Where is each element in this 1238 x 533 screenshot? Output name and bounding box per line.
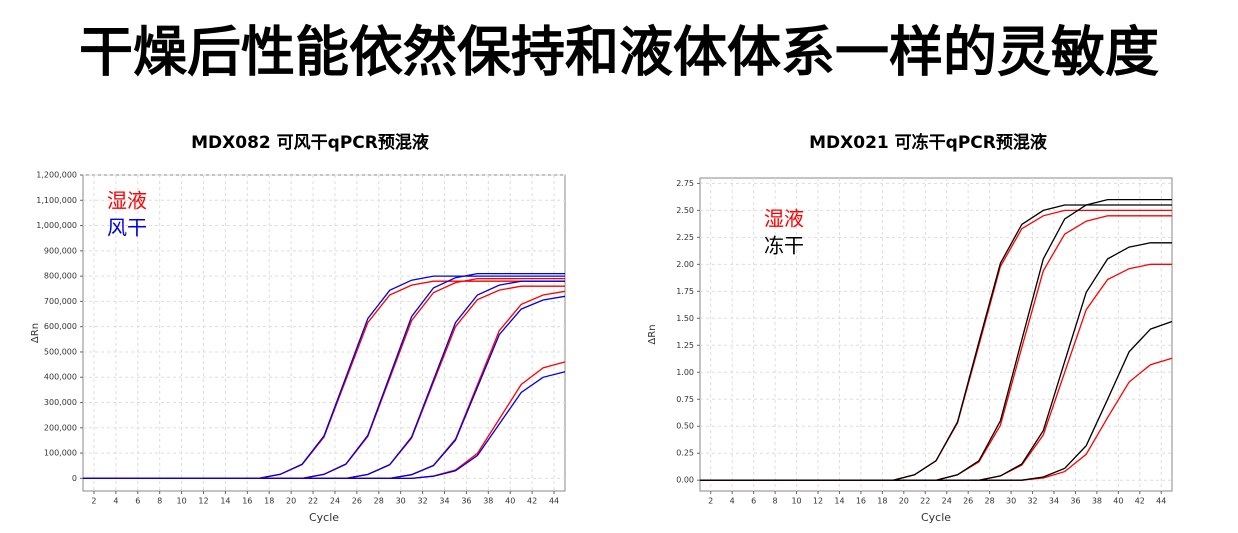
y-tick-label: 600,000: [44, 322, 77, 331]
x-tick-label: 2: [708, 497, 713, 506]
x-tick-label: 24: [330, 497, 340, 506]
x-tick-label: 20: [286, 497, 296, 506]
x-tick-label: 38: [1092, 497, 1102, 506]
x-tick-label: 26: [352, 497, 362, 506]
x-tick-label: 32: [417, 497, 427, 506]
x-tick-label: 22: [308, 497, 318, 506]
y-tick-label: 200,000: [44, 423, 77, 432]
x-tick-label: 40: [1113, 497, 1123, 506]
x-tick-label: 38: [483, 497, 493, 506]
x-tick-label: 26: [963, 497, 973, 506]
chart-title: MDX082 可风干qPCR预混液: [191, 132, 429, 153]
x-tick-label: 14: [834, 497, 844, 506]
chart-title: MDX021 可冻干qPCR预混液: [809, 132, 1047, 153]
x-tick-label: 34: [439, 497, 449, 506]
x-tick-label: 8: [157, 497, 162, 506]
y-tick-label: 1,100,000: [36, 196, 77, 205]
x-tick-label: 16: [856, 497, 866, 506]
x-tick-label: 14: [220, 497, 230, 506]
y-tick-label: 2.75: [676, 179, 694, 188]
y-tick-label: 2.25: [676, 233, 694, 242]
y-axis-label: ΔRn: [30, 323, 41, 343]
x-tick-label: 4: [113, 497, 118, 506]
y-tick-label: 900,000: [44, 246, 77, 255]
y-tick-label: 1.50: [676, 314, 694, 323]
x-tick-label: 22: [920, 497, 930, 506]
x-tick-label: 44: [549, 497, 559, 506]
x-tick-label: 20: [899, 497, 909, 506]
x-tick-label: 36: [461, 497, 471, 506]
x-tick-label: 6: [135, 497, 140, 506]
x-tick-label: 16: [242, 497, 252, 506]
y-tick-label: 1,200,000: [36, 171, 77, 180]
x-tick-label: 8: [773, 497, 778, 506]
plot-area: [82, 174, 566, 492]
x-tick-label: 2: [91, 497, 96, 506]
y-tick-label: 0: [72, 474, 77, 483]
x-tick-label: 18: [264, 497, 274, 506]
plot-area: [699, 177, 1173, 492]
y-tick-label: 1.00: [676, 368, 694, 377]
slide-title: 干燥后性能依然保持和液体体系一样的灵敏度: [79, 21, 1159, 84]
y-tick-label: 2.50: [676, 206, 694, 215]
legend-entry: 湿液: [107, 189, 147, 213]
y-tick-label: 1.25: [676, 341, 694, 350]
x-tick-label: 4: [730, 497, 735, 506]
y-tick-label: 0.75: [676, 395, 694, 404]
x-tick-label: 42: [527, 497, 537, 506]
x-tick-label: 10: [176, 497, 186, 506]
x-tick-label: 30: [396, 497, 406, 506]
x-tick-label: 32: [1027, 497, 1037, 506]
x-tick-label: 28: [985, 497, 995, 506]
legend-entry: 风干: [107, 216, 147, 240]
y-tick-label: 0.25: [676, 449, 694, 458]
y-tick-label: 800,000: [44, 272, 77, 281]
y-tick-label: 700,000: [44, 297, 77, 306]
y-tick-label: 500,000: [44, 347, 77, 356]
legend-entry: 冻干: [764, 234, 804, 258]
x-axis-label: Cycle: [921, 511, 951, 524]
y-tick-label: 2.00: [676, 260, 694, 269]
y-tick-label: 300,000: [44, 398, 77, 407]
y-tick-label: 1,000,000: [36, 221, 77, 230]
x-tick-label: 18: [877, 497, 887, 506]
y-tick-label: 0.50: [676, 422, 694, 431]
x-axis-label: Cycle: [309, 511, 339, 524]
legend-entry: 湿液: [764, 207, 804, 231]
x-tick-label: 28: [374, 497, 384, 506]
x-tick-label: 30: [1006, 497, 1016, 506]
x-tick-label: 12: [813, 497, 823, 506]
x-tick-label: 42: [1135, 497, 1145, 506]
y-tick-label: 0.00: [676, 476, 694, 485]
x-tick-label: 34: [1049, 497, 1059, 506]
x-tick-label: 24: [942, 497, 952, 506]
x-tick-label: 12: [198, 497, 208, 506]
curve: [700, 320, 1173, 481]
y-tick-label: 100,000: [44, 449, 77, 458]
y-axis-label: ΔRn: [647, 324, 658, 344]
x-tick-label: 44: [1156, 497, 1166, 506]
x-tick-label: 6: [751, 497, 756, 506]
x-tick-label: 40: [505, 497, 515, 506]
y-tick-label: 1.75: [676, 287, 694, 296]
y-tick-label: 400,000: [44, 373, 77, 382]
curve: [83, 371, 566, 480]
x-tick-label: 10: [791, 497, 801, 506]
x-tick-label: 36: [1070, 497, 1080, 506]
